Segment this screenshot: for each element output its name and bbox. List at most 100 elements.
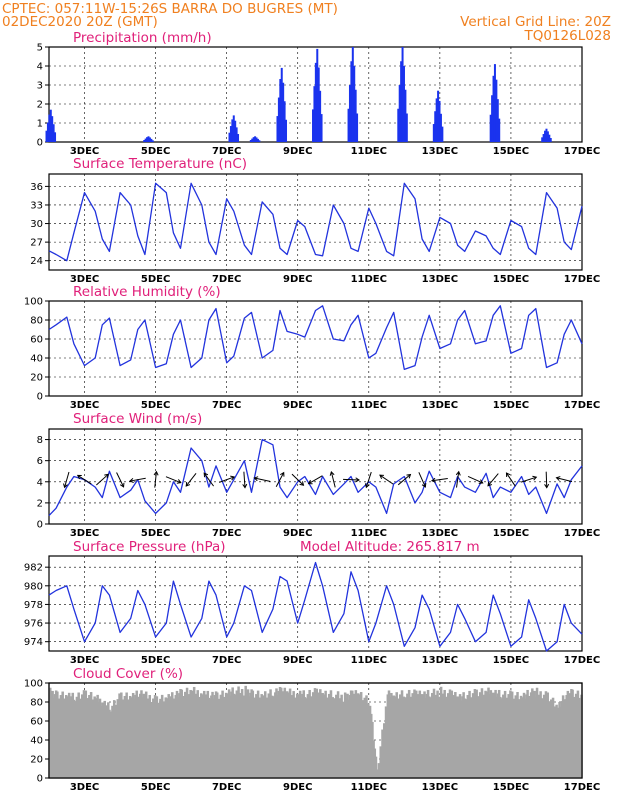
wind-arrow [308, 475, 323, 485]
temp-frame [48, 173, 583, 271]
cloud-bar [555, 704, 558, 778]
precip-bar [51, 116, 54, 142]
precip-bar [405, 113, 408, 142]
precip-bar [46, 122, 49, 142]
wind-arrow-head [421, 482, 427, 488]
cloud-bar [63, 698, 66, 778]
wind-arrow-head [487, 481, 492, 487]
cloud-bar [367, 703, 370, 778]
cloud-bar [503, 690, 507, 778]
wind-xtick-label: 5DEC [141, 528, 170, 539]
cloud-bar [82, 690, 86, 778]
wind-arrow [154, 471, 157, 488]
cloud-bar [251, 690, 255, 778]
precip-bar [45, 130, 48, 142]
wind-arrow-head [532, 475, 538, 481]
precip-bar [347, 108, 350, 142]
cloud-bar [358, 694, 361, 778]
precip-bar [231, 119, 234, 142]
cloud-bar [578, 697, 581, 778]
cloud-bar [329, 690, 333, 778]
cloud-bar [537, 694, 541, 778]
cloud-bar [200, 693, 203, 778]
wind-ytick-label: 8 [37, 435, 43, 446]
cloud-bar [180, 689, 183, 778]
cloud-bar [484, 690, 487, 778]
cloud-xtick-label: 15DEC [493, 782, 529, 793]
precip-ytick-label: 1 [37, 119, 43, 130]
precip-bar [400, 61, 403, 142]
cloud-bar [409, 696, 413, 778]
cloud-bar [365, 695, 368, 778]
wind-series-line [48, 438, 583, 517]
cloud-bar [395, 692, 398, 778]
temp-ytick-label: 33 [30, 200, 43, 211]
precip-xtick-label: 13DEC [422, 146, 458, 157]
precip-bar [150, 138, 153, 142]
precip-bar [279, 79, 282, 142]
cloud-bar [336, 691, 340, 778]
cloud-bar [542, 694, 546, 778]
precip-bar [144, 138, 147, 142]
precip-bar [313, 86, 316, 142]
cloud-bar [287, 692, 290, 778]
cloud-bar [224, 692, 228, 778]
wind-arrow-head [153, 470, 159, 476]
cloud-bar [322, 694, 326, 778]
cloud-bar [514, 695, 518, 778]
precip-bar [255, 137, 258, 142]
precip-bar [432, 124, 435, 142]
cloud-bar [73, 701, 77, 778]
cloud-frame-top [48, 682, 583, 779]
wind-arrow [456, 471, 460, 488]
header-run-date: 02DEC2020 20Z (GMT) [2, 14, 158, 30]
cloud-ytick-label: 100 [24, 679, 43, 690]
cloud-bar [185, 687, 189, 778]
cloud-bar [505, 697, 509, 778]
cloud-xtick-label: 11DEC [351, 782, 387, 793]
precip-bar [316, 48, 319, 142]
wind-arrow-head [299, 481, 305, 486]
cloud-bar [304, 698, 308, 778]
cloud-bar [148, 695, 152, 778]
cloud-bar [109, 711, 112, 778]
cloud-bar [340, 694, 343, 778]
precip-bar [276, 116, 279, 142]
cloud-bar [198, 696, 201, 778]
model-altitude: Model Altitude: 265.817 m [300, 539, 480, 555]
cloud-bar [441, 693, 445, 778]
cloud-bar [445, 696, 448, 778]
cloud-bar [519, 695, 523, 778]
precip-bar [235, 127, 238, 142]
precip-bar [283, 101, 286, 142]
precip-bar [48, 114, 51, 142]
precip-ytick-label: 5 [37, 43, 43, 54]
wind-arrow-head [307, 479, 313, 485]
cloud-bar [233, 694, 237, 778]
precip-bar [49, 109, 52, 142]
cloud-bar [308, 689, 311, 778]
cloud-bar [160, 694, 164, 778]
cloud-ytick-label: 40 [30, 736, 43, 747]
wind-xtick-label: 15DEC [493, 528, 529, 539]
cloud-bar [510, 691, 514, 778]
wind-arrow-head [119, 482, 125, 488]
wind-arrow [254, 477, 271, 482]
wind-arrow [116, 472, 125, 488]
cloud-bar [363, 697, 366, 778]
wind-arrow [185, 473, 197, 487]
wind-arrow [397, 474, 411, 486]
temp-xtick-label: 11DEC [351, 274, 387, 285]
wind-arrow-head [76, 474, 82, 480]
cloud-bar [164, 697, 168, 778]
precip-bar [356, 113, 359, 142]
cloud-bar [223, 696, 226, 778]
cloud-ytick-label: 0 [37, 774, 43, 785]
cloud-bar [292, 691, 295, 778]
cloud-bar [432, 688, 436, 778]
precip-bar [353, 66, 356, 142]
precip-xtick-label: 7DEC [212, 146, 241, 157]
wind-arrow-head [128, 478, 134, 483]
cloud-bar [397, 698, 400, 778]
cloud-bar [473, 689, 477, 778]
